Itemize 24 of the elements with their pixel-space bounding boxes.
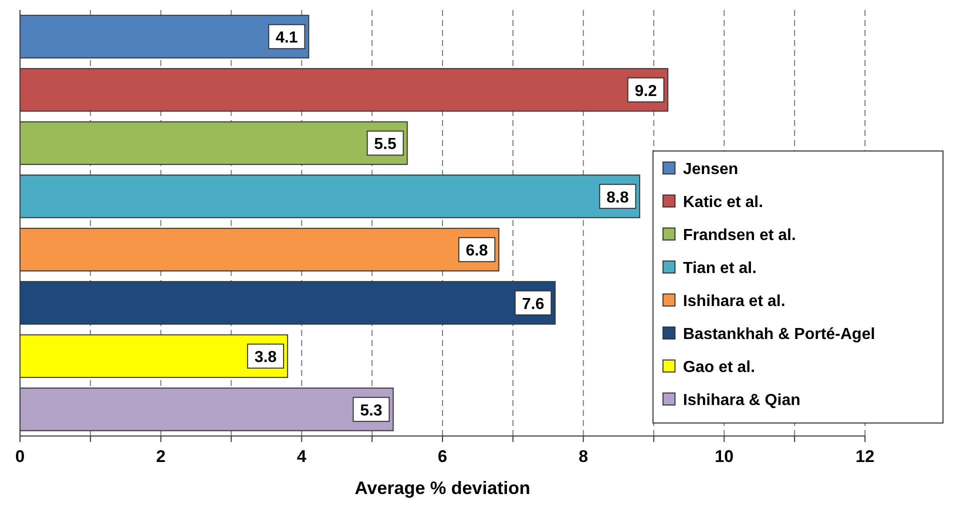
data-label: 7.6 [522, 296, 544, 313]
data-label: 3.8 [254, 349, 277, 366]
data-label: 5.3 [360, 402, 382, 420]
data-label: 6.8 [466, 242, 488, 260]
data-label: 5.5 [374, 136, 397, 154]
legend-label: Gao et al. [683, 359, 756, 376]
legend-label: Katic et al. [683, 194, 764, 211]
x-tick-label: 10 [714, 447, 734, 466]
data-label: 4.1 [276, 30, 298, 47]
x-axis-title: Average % deviation [354, 478, 530, 498]
legend-label: Frandsen et al. [683, 227, 796, 244]
legend-label: Jensen [683, 161, 738, 178]
data-label: 8.8 [606, 189, 629, 206]
x-tick-label: 2 [156, 447, 166, 466]
x-tick-label: 12 [856, 447, 874, 466]
legend-label: Tian et al. [683, 260, 757, 277]
x-tick-label: 4 [296, 447, 307, 466]
x-tick-label: 6 [438, 447, 448, 466]
x-tick-label: 8 [578, 447, 588, 466]
x-tick-label: 0 [15, 447, 25, 466]
legend-label: Bastankhah & Porté-Agel [683, 326, 876, 343]
data-label: 9.2 [634, 82, 658, 100]
legend-label: Ishihara & Qian [683, 392, 800, 409]
legend-label: Ishihara et al. [683, 293, 786, 310]
